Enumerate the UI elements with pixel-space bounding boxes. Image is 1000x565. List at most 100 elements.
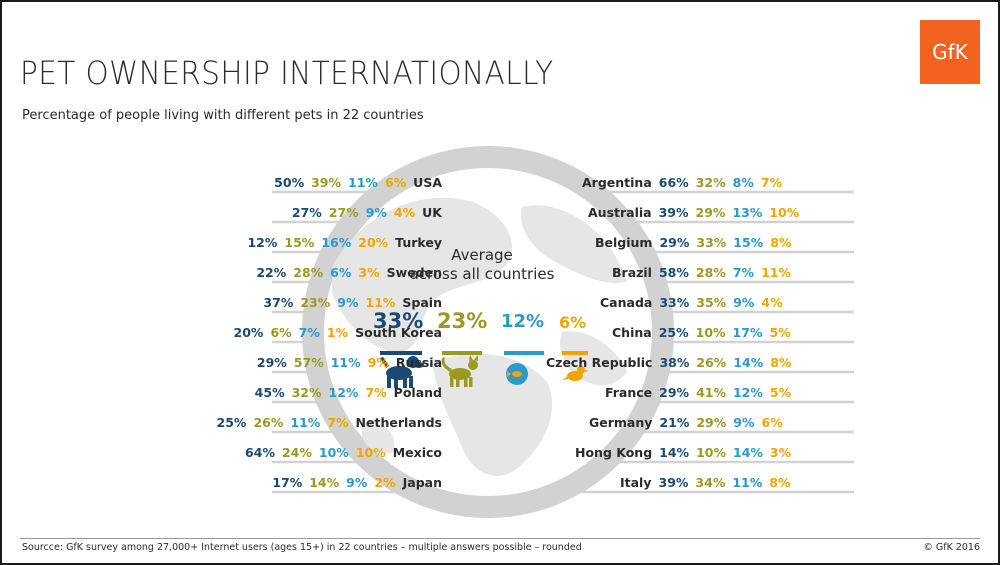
average-heading-line1: Average — [451, 246, 513, 264]
bird-value: 2% — [374, 474, 396, 490]
cat-value: 10% — [695, 324, 726, 340]
country-row-left-4: 37% 23% 9% 11% Spain — [256, 292, 442, 312]
bird-value: 8% — [770, 234, 792, 250]
country-row-right-6: Czech Republic 38% 26% 14% 8% — [546, 352, 791, 372]
country-name: Brazil — [612, 264, 652, 280]
dog-value: 37% — [263, 294, 294, 310]
cat-value: 28% — [293, 264, 324, 280]
dog-value: 27% — [291, 204, 322, 220]
page-title: PET OWNERSHIP INTERNATIONALLY — [20, 54, 554, 92]
cat-value: 28% — [695, 264, 726, 280]
dog-value: 25% — [216, 414, 247, 430]
cat-value: 33% — [696, 234, 727, 250]
fish-value: 8% — [732, 174, 754, 190]
average-cat-value: 23% — [437, 309, 488, 333]
country-name: Argentina — [582, 174, 652, 190]
continents — [332, 197, 627, 476]
cat-underline — [442, 351, 482, 355]
bird-value: 6% — [761, 414, 783, 430]
pet-icons — [380, 351, 589, 388]
bird-value: 3% — [358, 264, 380, 280]
fish-value: 9% — [365, 204, 387, 220]
country-row-right-5: China 25% 10% 17% 5% — [612, 322, 791, 342]
dog-value: 64% — [245, 444, 275, 460]
cat-value: 57% — [293, 354, 324, 370]
fish-value: 10% — [318, 444, 349, 460]
fish-value: 15% — [733, 234, 764, 250]
fish-value: 12% — [732, 384, 763, 400]
dog-value: 58% — [658, 264, 689, 280]
cat-value: 26% — [253, 414, 284, 430]
dog-value: 22% — [256, 264, 287, 280]
country-row-right-1: Australia 39% 29% 13% 10% — [588, 202, 799, 222]
dog-value: 25% — [658, 324, 689, 340]
country-name: Czech Republic — [546, 354, 653, 370]
cat-value: 10% — [696, 444, 726, 460]
cat-value: 35% — [696, 294, 727, 310]
country-row-right-3: Brazil 58% 28% 7% 11% — [612, 262, 791, 282]
country-name: China — [612, 324, 652, 340]
copyright: © GfK 2016 — [923, 542, 980, 553]
fish-value: 14% — [733, 444, 763, 460]
bird-value: 8% — [770, 354, 792, 370]
dog-value: 45% — [254, 384, 285, 400]
country-row-left-6: 29% 57% 11% 9% Russia — [250, 352, 442, 372]
dog-value: 20% — [233, 324, 264, 340]
fish-value: 7% — [298, 324, 320, 340]
country-name: Italy — [620, 474, 652, 490]
country-name: France — [605, 384, 653, 400]
bird-value: 5% — [769, 384, 792, 400]
bird-value: 11% — [761, 264, 791, 280]
bird-value: 8% — [769, 474, 791, 490]
bird-value: 11% — [365, 294, 396, 310]
logo-text: GfK — [932, 40, 968, 64]
dog-value: 29% — [256, 354, 287, 370]
fish-value: 6% — [330, 264, 352, 280]
dog-value: 39% — [658, 204, 689, 220]
country-name: Spain — [402, 294, 442, 310]
bird-value: 1% — [326, 324, 349, 340]
country-name: USA — [413, 174, 442, 190]
country-name: Sweden — [386, 264, 442, 280]
dog-value: 33% — [659, 294, 690, 310]
cat-value: 41% — [696, 384, 726, 400]
cat-value: 26% — [696, 354, 727, 370]
average-bird-value: 6% — [559, 313, 587, 332]
country-row-left-3: 22% 28% 6% 3% Sweden — [249, 262, 442, 282]
dog-value: 39% — [658, 474, 689, 490]
page-subtitle: Percentage of people living with differe… — [22, 108, 424, 123]
cat-value: 15% — [284, 234, 315, 250]
cat-value: 6% — [270, 324, 292, 340]
cat-value: 29% — [696, 414, 727, 430]
fish-value: 11% — [732, 474, 763, 490]
fish-value: 14% — [733, 354, 764, 370]
cat-value: 32% — [291, 384, 322, 400]
bird-icon — [562, 351, 589, 381]
bird-value: 20% — [358, 234, 389, 250]
dog-value: 38% — [659, 354, 690, 370]
cat-value: 29% — [695, 204, 726, 220]
country-name: Poland — [393, 384, 442, 400]
fish-value: 11% — [330, 354, 361, 370]
bird-value: 7% — [327, 414, 349, 430]
dog-icon — [380, 351, 424, 388]
fish-icon — [504, 351, 544, 385]
country-row-right-4: Canada 33% 35% 9% 4% — [600, 292, 783, 312]
dog-value: 29% — [659, 384, 690, 400]
dog-value: 66% — [658, 174, 689, 190]
country-row-left-2: 12% 15% 16% 20% Turkey — [240, 232, 442, 252]
fish-value: 17% — [732, 324, 763, 340]
fish-value: 11% — [348, 174, 378, 190]
bird-value: 5% — [769, 324, 791, 340]
country-name: Mexico — [392, 444, 442, 460]
cat-value: 24% — [281, 444, 312, 460]
country-name: Japan — [402, 474, 442, 490]
country-row-right-9: Hong Kong 14% 10% 14% 3% — [575, 442, 791, 462]
country-row-left-5: 20% 6% 7% 1% South Korea — [227, 322, 442, 342]
cat-value: 34% — [695, 474, 726, 490]
country-name: Australia — [588, 204, 652, 220]
fish-value: 9% — [346, 474, 368, 490]
dog-value: 14% — [659, 444, 690, 460]
